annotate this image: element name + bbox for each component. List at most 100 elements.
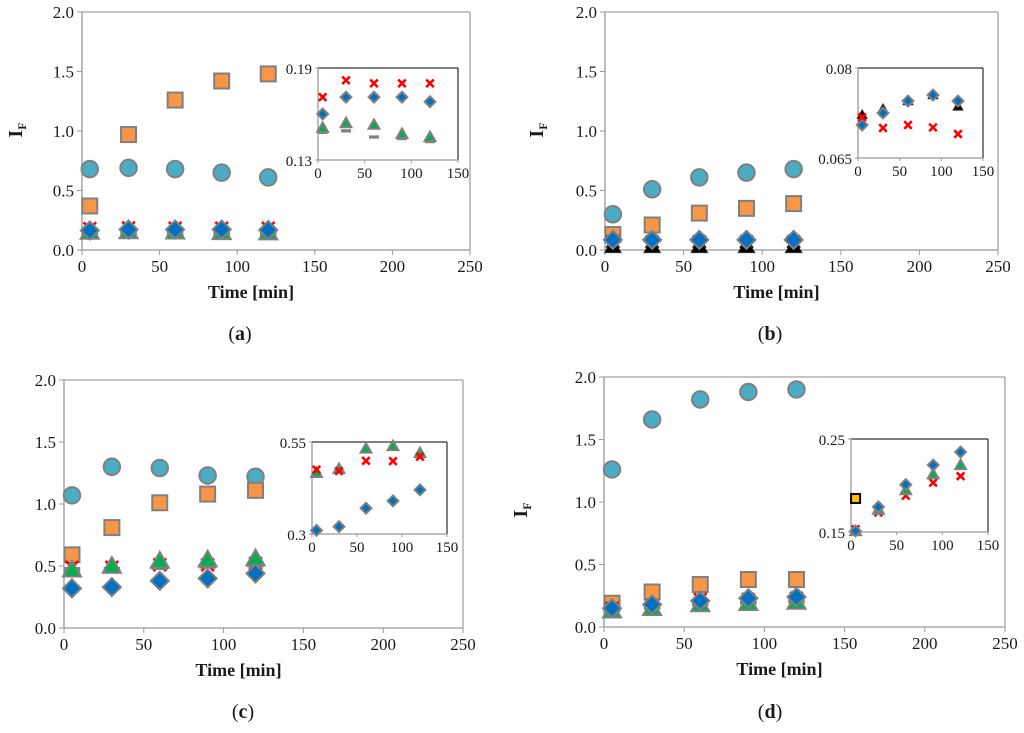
main-x-tick-label: 250 [992,634,1018,653]
main-y-tick-label: 2.0 [35,371,56,390]
inset-point-diamond [315,107,330,121]
inset-point-triangle [366,117,382,130]
main-point-square [151,494,169,512]
main-point-circle [165,159,185,179]
inset-point-diamond [386,494,400,508]
main-y-tick-label: 0.0 [575,618,596,637]
main-point-diamond [736,229,757,251]
inset-y-tick-label: 0.15 [819,526,845,542]
inset-point-diamond [871,500,886,514]
inset-point-triangle [385,438,401,452]
main-point-triangle [196,548,219,568]
main-point-diamond [783,229,805,251]
main-y-tick-label: 0.5 [576,182,597,201]
inset-point-cross [878,123,888,133]
main-series-diamond [602,229,805,251]
main-point-circle [258,168,278,187]
main-x-tick-label: 150 [302,257,328,276]
main-point-diamond [245,563,266,584]
inset-y-tick-label: 0.25 [819,433,845,449]
inset-point-triangle [953,457,968,471]
inset-point-triangle [315,120,330,133]
main-series-circle [603,159,803,224]
inset-point-diamond [926,458,941,472]
main-point-circle [690,390,710,409]
main-series-circle [602,380,806,479]
main-point-diamond [61,577,83,599]
main-point-square [787,571,805,588]
main-y-tick-label: 1.0 [35,495,56,514]
main-point-diamond [602,229,624,251]
main-y-tick-label: 0.0 [576,241,597,260]
main-point-diamond [211,219,233,240]
main-x-tick-label: 200 [380,257,406,276]
inset-point-cross [415,452,425,462]
inset-point-diamond [359,501,373,516]
x-axis-label: Time [min] [736,659,822,679]
inset-y-tick-label: 0.08 [826,62,852,78]
inset-point-cross [311,464,322,475]
inset-point-cross [953,129,963,139]
main-point-circle [80,159,100,179]
inset-series-diamond [315,90,437,121]
inset-x-tick-label: 0 [308,540,316,556]
inset-point-cross [928,478,938,488]
y-axis-label-main: I [510,510,532,518]
inset-point-diamond [367,90,381,104]
inset-x-tick-label: 50 [889,538,904,554]
inset-x-tick-label: 0 [847,538,855,554]
inset-series-cross [311,452,425,476]
inset-background [318,68,458,160]
panel-label: (d) [758,701,782,723]
main-series-diamond [79,219,279,241]
inset-x-tick-label: 150 [972,164,995,180]
inset-x-tick-label: 0 [854,164,862,180]
main-point-circle [642,410,662,429]
main-point-circle [198,466,217,485]
main-point-square [213,72,231,90]
inset-x-tick-label: 150 [977,538,1000,554]
main-x-tick-label: 150 [291,635,317,654]
main-x-tick-label: 250 [457,257,483,276]
inset-point-diamond [953,445,968,459]
inset-x-tick-label: 150 [447,166,470,182]
main-point-square [81,197,99,215]
main-point-circle [784,159,803,179]
main-point-diamond [689,590,711,612]
inset-point-yellow_square [850,493,862,505]
panel-b: 0 50 100 150 200 250 0.0 0.5 1.0 1.5 2.0 Time [min]… [526,3,1011,345]
inset-y-tick-label: 0.19 [286,62,312,78]
inset-point-diamond [951,94,965,108]
inset-y-tick-label: 0.3 [287,528,306,544]
main-point-circle [739,382,758,402]
y-axis-label: IF [526,122,550,137]
main-series-square [63,481,265,564]
main-x-tick-label: 200 [912,634,938,653]
main-point-square [259,65,277,83]
inset-series-cross [317,75,435,102]
panel-c: 0 50 100 150 200 250 0.0 0.5 1.0 1.5 2.0 Time [min]… [35,371,476,723]
inset-point-cross [334,466,344,476]
inset-point-triangle [394,126,410,139]
inset-point-cross [397,78,407,89]
main-point-square [120,126,138,144]
inset-point-triangle [338,115,354,129]
inset-x-tick-label: 100 [931,538,954,554]
main-point-circle [62,486,82,505]
main-point-circle [212,163,231,182]
main-series-square [81,65,277,215]
main-point-square [785,195,803,213]
inset-chart: 0 50 100 150 0.3 0.55 [280,436,459,556]
main-x-tick-label: 100 [752,634,778,653]
main-x-tick-label: 0 [78,257,87,276]
main-point-diamond [149,570,171,592]
main-x-tick-label: 150 [832,634,858,653]
main-y-tick-label: 1.5 [35,433,56,452]
panel-d: 0 50 100 150 200 250 0.0 0.5 1.0 1.5 2.0 Time [min]… [510,368,1018,723]
inset-point-dash [369,135,379,139]
panel-label: (c) [232,701,254,723]
inset-series-diamond [309,483,427,538]
inset-point-diamond [855,118,869,132]
main-x-tick-label: 50 [676,634,693,653]
main-x-tick-label: 100 [224,257,250,276]
